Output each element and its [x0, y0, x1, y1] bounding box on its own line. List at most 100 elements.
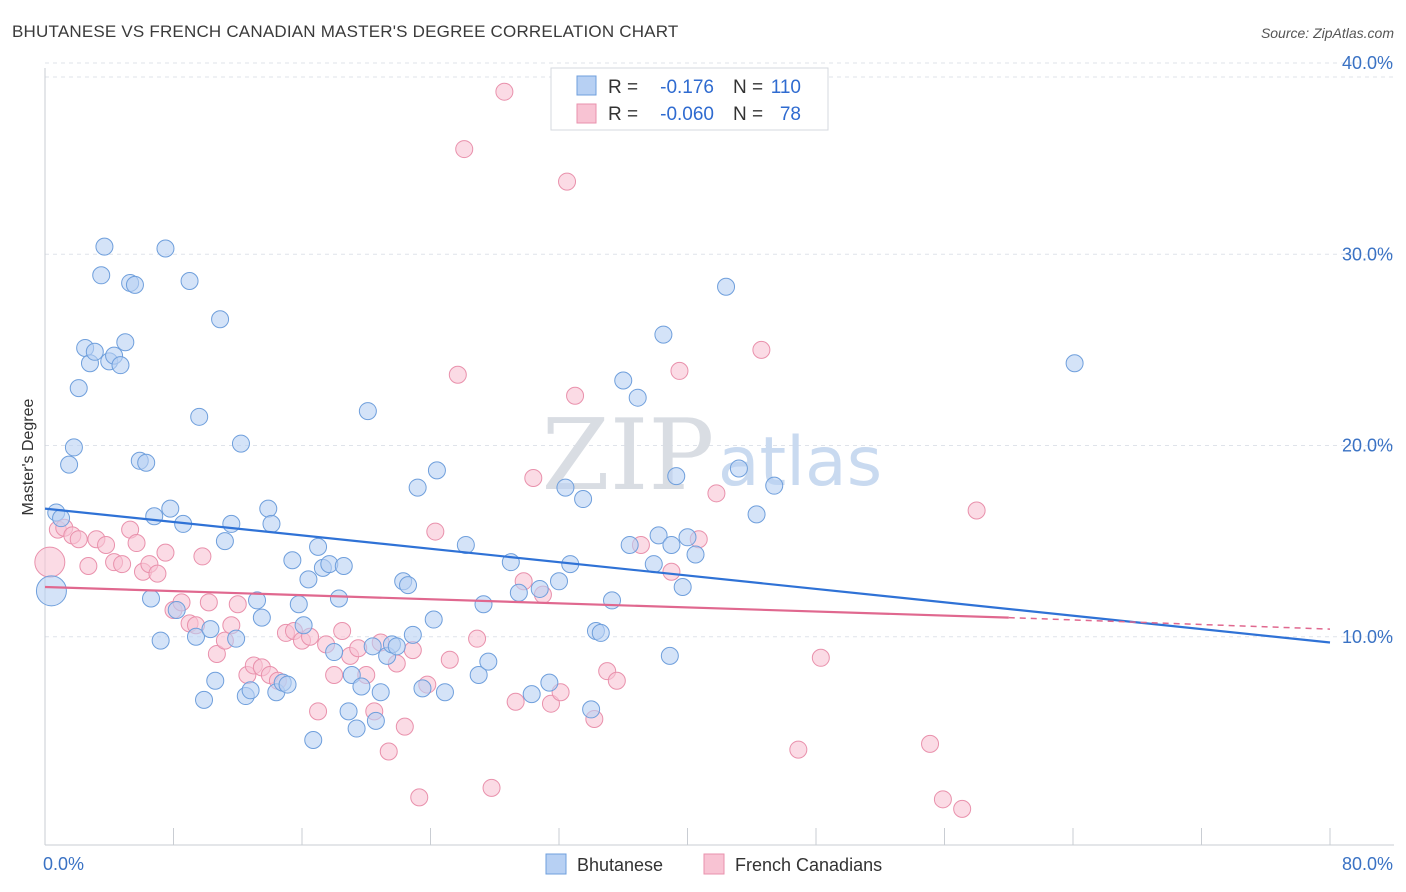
french-canadians-point-67 — [607, 671, 626, 690]
bhutanese-point-27 — [186, 627, 205, 646]
bhutanese-point-84 — [540, 673, 559, 692]
bhutanese-point-51 — [309, 537, 328, 556]
bhutanese-point-45 — [278, 675, 297, 694]
french-canadians-point-52 — [448, 365, 467, 384]
french-canadians-point-48 — [410, 788, 429, 807]
bhutanese-point-38 — [241, 681, 260, 700]
french-canadians-point-51 — [440, 650, 459, 669]
bottom-legend-label-bhutanese: Bhutanese — [577, 855, 663, 875]
bhutanese-point-33 — [215, 532, 234, 551]
bhutanese-point-100 — [667, 467, 686, 486]
bhutanese-point-57 — [339, 702, 358, 721]
legend-r-label-1: R = — [608, 77, 638, 98]
bhutanese-point-0 — [35, 575, 67, 607]
bhutanese-point-4 — [64, 438, 83, 457]
bottom-legend-swatch-bhutanese — [545, 853, 567, 875]
bhutanese-point-19 — [142, 589, 161, 608]
bhutanese-point-8 — [85, 342, 104, 361]
french-canadians-point-7 — [97, 535, 116, 554]
french-canadians-point-21 — [199, 593, 218, 612]
bhutanese-point-13 — [111, 356, 130, 375]
bhutanese-point-34 — [222, 514, 241, 533]
legend-n-value-1: 110 — [771, 77, 801, 98]
french-canadians-point-38 — [333, 622, 352, 641]
bhutanese-point-31 — [206, 671, 225, 690]
y-axis-title: Master's Degree — [20, 398, 37, 515]
bhutanese-point-85 — [550, 572, 568, 591]
french-canadians-point-69 — [662, 562, 681, 581]
bhutanese-point-102 — [673, 578, 692, 597]
bhutanese-point-25 — [180, 272, 199, 291]
bhutanese-point-50 — [304, 731, 323, 750]
french-canadians-point-54 — [468, 629, 487, 648]
bhutanese-point-106 — [729, 459, 748, 478]
bhutanese-point-70 — [403, 625, 422, 644]
legend-r-value-2: -0.060 — [660, 104, 714, 125]
bhutanese-point-16 — [125, 275, 144, 294]
french-canadians-point-74 — [789, 740, 808, 759]
legend-swatch-french-canadians — [576, 103, 597, 124]
french-canadians-point-55 — [482, 778, 501, 797]
bhutanese-point-42 — [262, 514, 281, 533]
bhutanese-point-88 — [574, 490, 593, 509]
trend-lines — [44, 507, 1331, 644]
y-tick-label-1: 20.0% — [1342, 436, 1393, 456]
bhutanese-point-48 — [294, 616, 313, 635]
chart-title: BHUTANESE VS FRENCH CANADIAN MASTER'S DE… — [12, 22, 679, 41]
french-canadians-point-75 — [811, 648, 830, 667]
french-canadians-point-20 — [193, 547, 212, 566]
bhutanese-point-105 — [717, 277, 736, 296]
bhutanese-point-59 — [347, 719, 366, 738]
x-tick-label-0: 0.0% — [43, 854, 84, 874]
bhutanese-point-77 — [469, 666, 488, 684]
bhutanese-point-79 — [479, 652, 498, 671]
french-canadians-trend-line — [44, 585, 1009, 619]
bhutanese-points — [35, 237, 1084, 750]
french-canadians-point-9 — [113, 555, 132, 574]
bhutanese-point-9 — [92, 266, 111, 285]
french-canadians-point-61 — [541, 694, 560, 713]
bhutanese-point-20 — [145, 507, 164, 526]
bhutanese-point-109 — [1065, 354, 1084, 373]
french-canadians-point-50 — [426, 522, 445, 541]
y-tick-label-3: 40.0% — [1342, 53, 1393, 73]
bhutanese-point-40 — [252, 608, 271, 627]
french-canadians-point-57 — [506, 692, 525, 711]
bhutanese-point-22 — [161, 499, 180, 518]
bhutanese-point-101 — [662, 535, 681, 554]
bhutanese-point-78 — [474, 595, 493, 614]
legend-n-label-1: N = — [733, 77, 763, 98]
bhutanese-point-63 — [366, 711, 385, 730]
legend-n-value-2: 78 — [780, 104, 801, 125]
legend-r-label-2: R = — [608, 104, 638, 125]
bhutanese-trend-line — [44, 507, 1331, 644]
bhutanese-point-41 — [259, 499, 278, 518]
bhutanese-point-30 — [201, 620, 220, 639]
bhutanese-point-93 — [614, 371, 633, 390]
bhutanese-point-62 — [363, 637, 382, 656]
bhutanese-point-61 — [358, 402, 377, 421]
bhutanese-point-29 — [195, 690, 214, 709]
bhutanese-point-36 — [231, 434, 250, 453]
correlation-legend: R = -0.176 N = 110 R = -0.060 N = 78 — [550, 67, 829, 131]
bhutanese-point-49 — [299, 570, 318, 589]
french-canadians-point-53 — [455, 140, 474, 159]
french-canadians-point-25 — [228, 595, 247, 614]
series-legend: Bhutanese French Canadians — [545, 853, 882, 875]
french-canadians-point-4 — [69, 530, 88, 549]
bhutanese-point-46 — [283, 551, 302, 570]
french-canadians-point-76 — [921, 734, 940, 753]
bhutanese-point-82 — [522, 685, 541, 704]
french-canadians-point-79 — [967, 501, 986, 520]
bhutanese-point-99 — [660, 646, 679, 665]
bhutanese-point-3 — [60, 455, 79, 474]
bhutanese-point-58 — [342, 666, 361, 684]
y-tick-label-0: 10.0% — [1342, 627, 1393, 647]
bottom-legend-swatch-french-canadians — [703, 853, 725, 875]
bhutanese-point-67 — [387, 637, 406, 656]
french-canadians-point-59 — [524, 469, 543, 488]
grid-lines — [45, 62, 1394, 638]
french-canadians-point-5 — [79, 556, 98, 575]
bhutanese-point-60 — [352, 677, 371, 696]
bhutanese-point-18 — [137, 453, 156, 472]
